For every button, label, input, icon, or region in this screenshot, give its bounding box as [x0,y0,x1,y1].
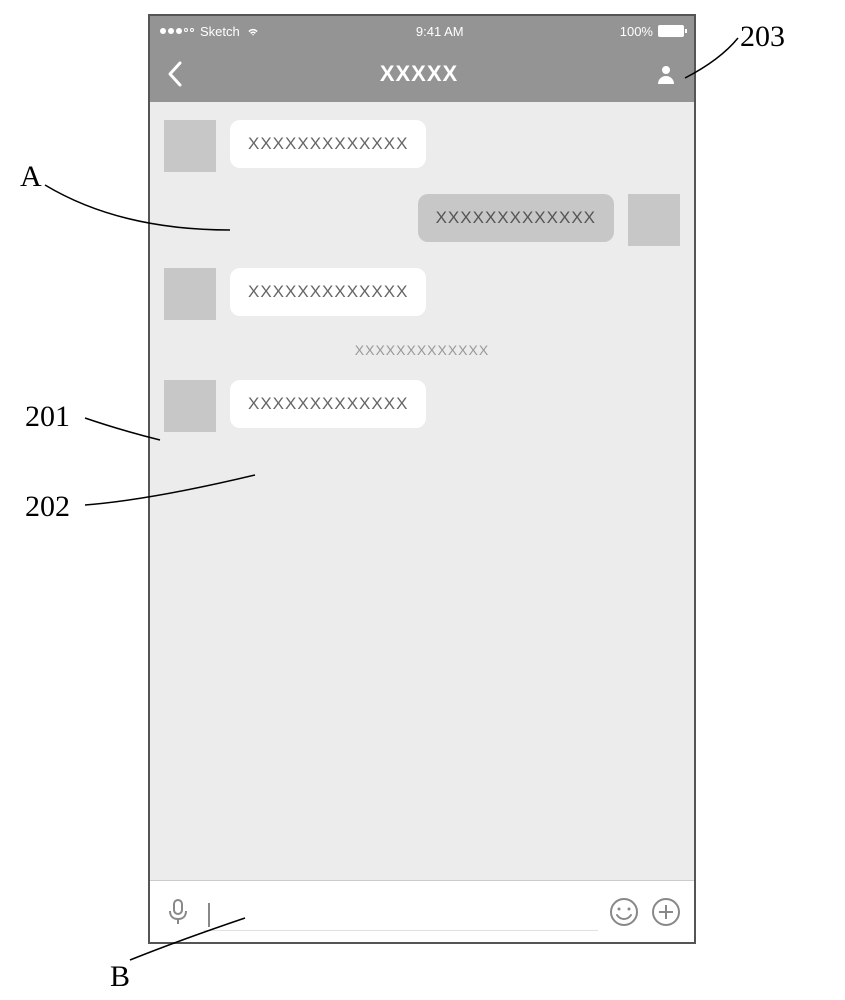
battery-pct-label: 100% [620,24,653,39]
timestamp-label: XXXXXXXXXXXXX [164,342,680,358]
callout-201: 201 [25,400,70,434]
status-left: Sketch [160,24,260,39]
message-text: XXXXXXXXXXXXX [248,134,408,153]
signal-dots-icon [160,28,194,34]
voice-icon[interactable] [162,896,194,928]
nav-bar: XXXXX [150,46,694,102]
callout-B: B [110,960,130,994]
avatar[interactable] [164,268,216,320]
avatar[interactable] [164,380,216,432]
back-icon[interactable] [166,60,184,88]
message-bubble[interactable]: XXXXXXXXXXXXX [230,268,426,316]
message-bubble[interactable]: XXXXXXXXXXXXX [230,380,426,428]
phone-frame: Sketch 9:41 AM 100% XXXXX XXXXXXXXXXXXX [148,14,696,944]
message-text: XXXXXXXXXXXXX [248,282,408,301]
callout-203: 203 [740,20,785,54]
carrier-label: Sketch [200,24,240,39]
status-bar: Sketch 9:41 AM 100% [150,16,694,46]
callout-A: A [20,160,42,194]
message-bubble[interactable]: XXXXXXXXXXXXX [418,194,614,242]
emoji-icon[interactable] [608,896,640,928]
wifi-icon [246,24,260,38]
message-row: XXXXXXXXXXXXX [164,268,680,320]
avatar[interactable] [628,194,680,246]
input-bar [150,880,694,942]
text-cursor-icon [208,903,210,927]
add-icon[interactable] [650,896,682,928]
profile-icon[interactable] [654,62,678,86]
clock-label: 9:41 AM [416,24,464,39]
message-row: XXXXXXXXXXXXX [164,380,680,432]
status-right: 100% [620,24,684,39]
message-row: XXXXXXXXXXXXX [164,194,680,246]
avatar[interactable] [164,120,216,172]
message-text: XXXXXXXXXXXXX [436,208,596,227]
message-input[interactable] [204,893,598,931]
messages-area[interactable]: XXXXXXXXXXXXX XXXXXXXXXXXXX XXXXXXXXXXXX… [150,102,694,880]
callout-202: 202 [25,490,70,524]
message-text: XXXXXXXXXXXXX [248,394,408,413]
battery-icon [658,25,684,37]
message-bubble[interactable]: XXXXXXXXXXXXX [230,120,426,168]
chat-title: XXXXX [380,61,458,87]
message-row: XXXXXXXXXXXXX [164,120,680,172]
